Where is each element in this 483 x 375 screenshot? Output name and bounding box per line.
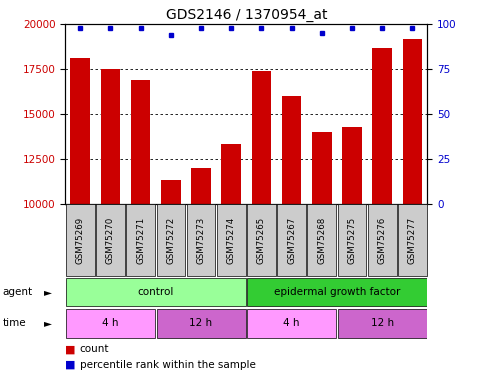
Text: GSM75268: GSM75268 xyxy=(317,217,327,264)
Text: ■: ■ xyxy=(65,360,76,370)
Text: 4 h: 4 h xyxy=(102,318,119,328)
Text: 4 h: 4 h xyxy=(284,318,300,328)
Bar xyxy=(100,69,120,204)
Text: ■: ■ xyxy=(65,344,76,354)
Text: agent: agent xyxy=(2,287,32,297)
Text: control: control xyxy=(138,286,174,297)
Text: GSM75267: GSM75267 xyxy=(287,217,296,264)
Title: GDS2146 / 1370954_at: GDS2146 / 1370954_at xyxy=(166,8,327,22)
Text: GSM75265: GSM75265 xyxy=(257,217,266,264)
Bar xyxy=(402,39,422,204)
Text: time: time xyxy=(2,318,26,328)
Bar xyxy=(156,204,185,276)
Bar xyxy=(131,80,151,204)
Text: GSM75274: GSM75274 xyxy=(227,217,236,264)
Bar xyxy=(221,144,241,204)
Bar xyxy=(66,309,155,338)
Text: ►: ► xyxy=(43,287,52,297)
Text: GSM75271: GSM75271 xyxy=(136,217,145,264)
Bar xyxy=(161,180,181,204)
Text: epidermal growth factor: epidermal growth factor xyxy=(274,286,400,297)
Bar xyxy=(338,309,426,338)
Bar xyxy=(372,48,392,204)
Bar xyxy=(71,58,90,204)
Bar xyxy=(247,278,426,306)
Bar xyxy=(252,71,271,204)
Text: GSM75270: GSM75270 xyxy=(106,217,115,264)
Bar xyxy=(156,309,245,338)
Bar xyxy=(308,204,336,276)
Bar xyxy=(282,96,301,204)
Bar xyxy=(96,204,125,276)
Bar xyxy=(66,204,95,276)
Text: GSM75272: GSM75272 xyxy=(166,217,175,264)
Text: 12 h: 12 h xyxy=(370,318,394,328)
Bar xyxy=(66,278,245,306)
Text: 12 h: 12 h xyxy=(189,318,213,328)
Bar xyxy=(247,204,276,276)
Bar xyxy=(342,126,362,204)
Text: percentile rank within the sample: percentile rank within the sample xyxy=(80,360,256,370)
Bar xyxy=(338,204,366,276)
Text: GSM75276: GSM75276 xyxy=(378,217,387,264)
Text: GSM75273: GSM75273 xyxy=(197,217,206,264)
Bar xyxy=(247,309,336,338)
Bar xyxy=(127,204,155,276)
Bar xyxy=(312,132,332,204)
Text: GSM75277: GSM75277 xyxy=(408,217,417,264)
Bar xyxy=(368,204,397,276)
Text: count: count xyxy=(80,344,109,354)
Bar xyxy=(398,204,426,276)
Text: GSM75269: GSM75269 xyxy=(76,217,85,264)
Text: GSM75275: GSM75275 xyxy=(347,217,356,264)
Text: ►: ► xyxy=(43,318,52,328)
Bar xyxy=(191,168,211,204)
Bar xyxy=(187,204,215,276)
Bar xyxy=(217,204,245,276)
Bar xyxy=(277,204,306,276)
